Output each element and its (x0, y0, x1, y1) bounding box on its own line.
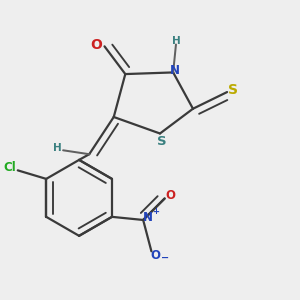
Text: O: O (90, 38, 102, 52)
Text: H: H (53, 142, 62, 153)
Text: +: + (152, 207, 159, 216)
Text: S: S (228, 83, 238, 98)
Text: S: S (157, 135, 166, 148)
Text: H: H (172, 36, 180, 46)
Text: −: − (160, 253, 169, 263)
Text: O: O (166, 189, 176, 203)
Text: O: O (150, 249, 161, 262)
Text: N: N (143, 211, 153, 224)
Text: N: N (170, 64, 180, 77)
Text: Cl: Cl (3, 161, 16, 174)
